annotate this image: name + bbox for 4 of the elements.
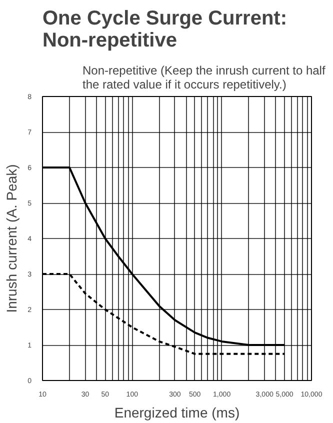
- y-axis-title: Inrush current (A. Peak): [4, 164, 20, 313]
- chart-title: One Cycle Surge Current: Non-repetitive: [42, 8, 288, 52]
- x-axis-title: Energized time (ms): [114, 404, 240, 420]
- chart-subtitle: Non-repetitive (Keep the inrush current to half the rated value if it occurs repetitively.): [82, 64, 326, 92]
